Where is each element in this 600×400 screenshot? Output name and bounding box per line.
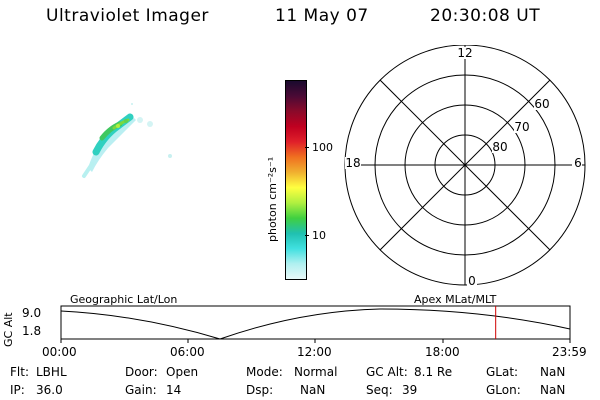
colorbar-gradient (286, 81, 306, 279)
gain-value: 14 (166, 383, 182, 397)
lat-label-70: 70 (514, 120, 529, 134)
lat-label-60: 60 (534, 97, 549, 111)
colorbar-tick-mark-100 (305, 147, 309, 148)
geographic-label: Geographic Lat/Lon (70, 293, 178, 306)
ip-label: IP: (10, 383, 25, 397)
time-tick-1800: 18:00 (425, 345, 460, 359)
alt-min-label: 1.8 (22, 324, 42, 338)
colorbar-tick-100: 100 (312, 141, 333, 154)
gain-label: Gain: (125, 383, 157, 397)
auroral-image (82, 103, 172, 178)
instrument-title: Ultraviolet Imager (46, 6, 209, 26)
flt-value: LBHL (36, 365, 67, 379)
dsp-label: Dsp: (246, 383, 274, 397)
door-value: Open (166, 365, 199, 379)
altitude-curve (60, 308, 571, 340)
auroral-oval-emission (82, 103, 172, 178)
ip-value: 36.0 (36, 383, 63, 397)
mode-label: Mode: (246, 365, 283, 379)
dsp-value: NaN (300, 383, 326, 397)
observation-date: 11 May 07 (275, 6, 369, 26)
flt-label: Flt: (10, 365, 29, 379)
door-label: Door: (125, 365, 158, 379)
polar-grid: 12 18 6 0 60 70 80 (344, 45, 586, 288)
lat-label-80: 80 (492, 140, 507, 154)
timeline-frame (60, 305, 571, 340)
glat-value: NaN (540, 365, 566, 379)
time-tick-0000: 00:00 (42, 345, 77, 359)
timeline-ticks (60, 339, 571, 343)
glat-label: GLat: (486, 365, 519, 379)
colorbar-tick-10: 10 (312, 229, 326, 242)
seq-label: Seq: (366, 383, 393, 397)
glon-label: GLon: (486, 383, 521, 397)
mlt-label-0: 0 (468, 274, 476, 288)
apex-label: Apex MLat/MLT (414, 293, 497, 306)
glon-value: NaN (540, 383, 566, 397)
gcalt-label: GC Alt: (366, 365, 408, 379)
gc-alt-axis-label: GC Alt (2, 312, 15, 347)
alt-max-label: 9.0 (22, 306, 42, 320)
colorbar-tick-mark-10 (305, 235, 309, 236)
altitude-timeline (60, 305, 571, 343)
mode-value: Normal (294, 365, 338, 379)
mlt-label-18: 18 (345, 156, 360, 170)
time-tick-1200: 12:00 (297, 345, 332, 359)
colorbar (285, 80, 307, 280)
gcalt-value: 8.1 Re (414, 365, 453, 379)
observation-time: 20:30:08 UT (430, 6, 541, 26)
mlt-label-6: 6 (574, 156, 582, 170)
time-tick-0600: 06:00 (170, 345, 205, 359)
colorbar-unit-label: photon cm⁻²s⁻¹ (266, 156, 279, 242)
seq-value: 39 (402, 383, 418, 397)
mlt-label-12: 12 (457, 46, 472, 60)
time-tick-2359: 23:59 (552, 345, 587, 359)
